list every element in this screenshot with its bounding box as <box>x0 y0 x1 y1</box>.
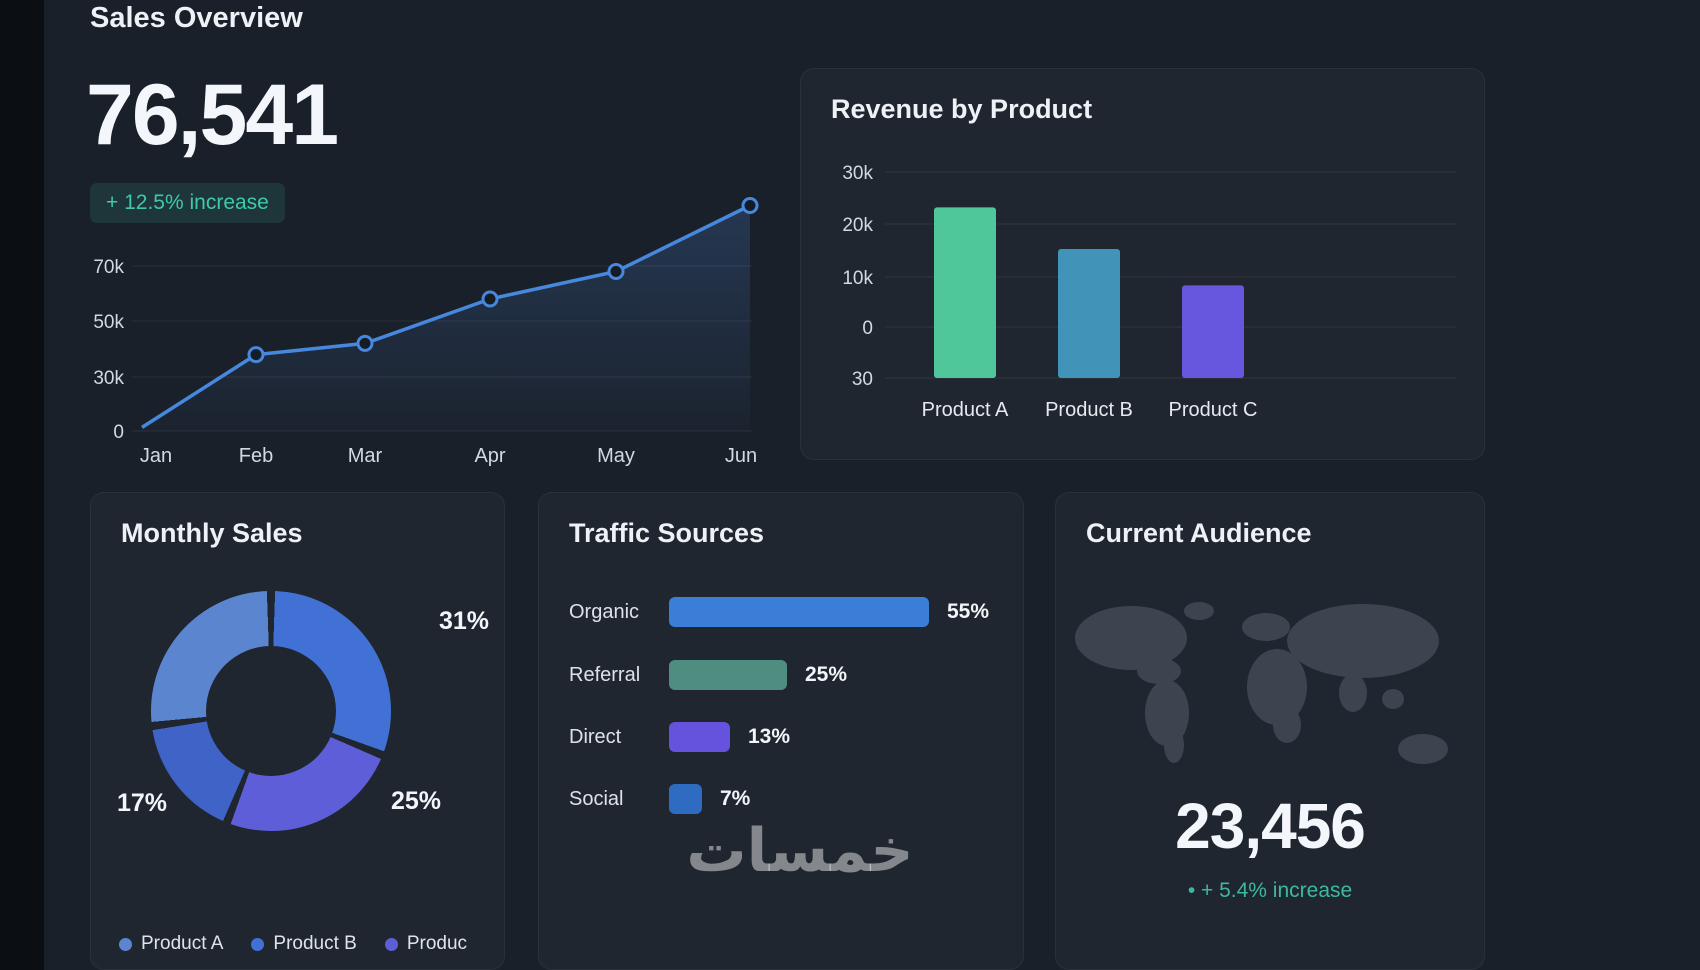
bar-product-b <box>1058 249 1120 378</box>
donut-segment-label: 25% <box>391 787 442 815</box>
x-axis-tick-label: Mar <box>348 445 383 467</box>
x-axis-tick-label: Feb <box>239 445 273 467</box>
traffic-source-label: Organic <box>569 600 640 623</box>
legend-item-product-c[interactable]: Produc <box>384 933 468 955</box>
left-edge-panel <box>0 0 44 970</box>
page-title: Sales Overview <box>90 2 303 34</box>
line-chart-svg: 70k 50k 30k 0 Jan Feb Mar Apr May Jun <box>93 197 759 467</box>
traffic-bar <box>669 784 702 814</box>
x-axis-tick-label: Apr <box>474 445 505 467</box>
y-axis-tick-label: 30 <box>852 369 873 390</box>
legend-dot <box>251 937 265 951</box>
trend-line <box>141 203 751 429</box>
data-point <box>741 197 759 214</box>
bar-product-c <box>1182 285 1244 378</box>
card-title: Current Audience <box>1086 518 1312 548</box>
traffic-row-direct: Direct 13% <box>569 720 790 754</box>
legend-dot <box>119 937 132 951</box>
legend-item-product-b[interactable]: Product B <box>251 933 357 955</box>
traffic-source-label: Direct <box>569 725 622 748</box>
line-area-fill <box>142 205 750 431</box>
traffic-row-referral: Referral 25% <box>569 658 847 692</box>
traffic-bar <box>669 722 730 752</box>
traffic-row-organic: Organic 55% <box>569 595 989 629</box>
traffic-source-label: Social <box>569 787 624 810</box>
traffic-sources-card: Traffic Sources Organic 55% Referral 25% Dir… <box>538 492 1024 970</box>
data-point <box>607 263 625 280</box>
traffic-row-social: Social 7% <box>569 782 750 816</box>
traffic-bar <box>669 660 787 690</box>
card-title: Traffic Sources <box>569 518 765 548</box>
traffic-bar <box>669 597 929 627</box>
data-point <box>356 334 374 352</box>
bullet-icon: • <box>1187 879 1201 902</box>
y-axis-tick-label: 30k <box>93 368 124 389</box>
donut-legend: Product A Product B Produc <box>119 933 489 955</box>
y-axis-tick-label: 0 <box>113 422 124 443</box>
legend-label: Product B <box>273 933 357 954</box>
data-point <box>247 346 265 364</box>
x-axis-tick-label: May <box>597 445 635 467</box>
legend-item-product-a[interactable]: Product A <box>119 933 223 955</box>
monthly-sales-card: Monthly Sales 31% 25% 17% Product A Prod… <box>90 492 505 970</box>
traffic-percent-label: 25% <box>805 663 848 686</box>
legend-dot <box>384 937 398 951</box>
watermark-text: خمسات <box>686 817 914 884</box>
donut-hole <box>206 646 336 776</box>
x-axis-category-label: Product C <box>1169 399 1258 421</box>
card-title: Revenue by Product <box>831 94 1093 124</box>
data-point <box>481 290 499 308</box>
y-axis-tick-label: 20k <box>842 215 873 236</box>
bar-product-a <box>934 207 996 378</box>
y-axis-tick-label: 30k <box>842 163 873 184</box>
sales-line-chart: 70k 50k 30k 0 Jan Feb Mar Apr May Jun <box>0 0 800 480</box>
traffic-percent-label: 55% <box>947 600 990 623</box>
y-axis-tick-label: 70k <box>93 257 124 278</box>
traffic-percent-label: 7% <box>720 787 751 810</box>
monthly-sales-donut-chart <box>151 591 391 831</box>
sales-total-stat: 76,541 <box>86 67 339 163</box>
current-audience-card: Current Audience 23,456 • + 5.4% increas… <box>1055 492 1485 970</box>
x-axis-tick-label: Jan <box>140 445 172 467</box>
traffic-percent-label: 13% <box>748 725 791 748</box>
audience-increase-badge: • + 5.4% increase <box>1187 879 1353 902</box>
legend-label: Produc <box>406 933 468 954</box>
y-axis-tick-label: 10k <box>842 268 873 289</box>
y-axis-tick-label: 50k <box>93 312 124 333</box>
y-axis-tick-label: 0 <box>862 318 873 339</box>
donut-segment-label: 17% <box>117 789 168 817</box>
x-axis-category-label: Product B <box>1045 399 1133 421</box>
x-axis-tick-label: Jun <box>725 445 757 467</box>
audience-total-stat: 23,456 <box>1175 790 1366 862</box>
legend-label: Product A <box>141 933 224 954</box>
world-map-graphic <box>1075 602 1448 764</box>
bar-chart-svg: 30k 20k 10k 0 30 Product A Product B Product C <box>842 163 1456 421</box>
revenue-by-product-card: Revenue by Product 30k 20k 10k 0 30 Product A… <box>800 68 1485 460</box>
donut-segment-label: 31% <box>439 607 490 635</box>
x-axis-category-label: Product A <box>922 399 1009 421</box>
traffic-source-label: Referral <box>569 663 641 686</box>
card-title: Monthly Sales <box>121 518 303 548</box>
sales-increase-badge: + 12.5% increase <box>90 183 285 223</box>
